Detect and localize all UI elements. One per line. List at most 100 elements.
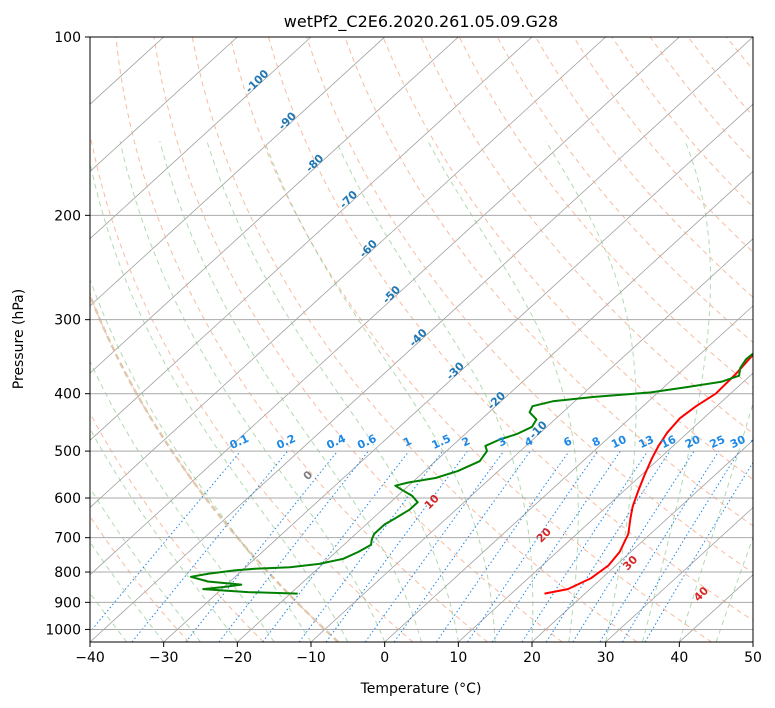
dry-adiabat-label: -70: [337, 188, 360, 211]
dry-adiabat-line: [229, 37, 712, 642]
moist-adiabat-line: [427, 141, 579, 642]
x-tick-label: 30: [597, 650, 615, 666]
dry-adiabat-line: [90, 293, 339, 642]
dry-adiabat-line: [90, 412, 264, 642]
mixing-ratio-line: [90, 450, 242, 633]
x-tick-label: −20: [223, 650, 253, 666]
mixing-ratio-line: [467, 450, 599, 642]
mixing-ratio-label: 0.2: [275, 432, 298, 452]
x-tick-label: 50: [744, 650, 762, 666]
moist-adiabat-label: 20: [534, 525, 554, 545]
isotherm-line: [605, 507, 753, 642]
moist-adiabat-line: [90, 487, 201, 642]
y-tick-label: 800: [54, 565, 81, 581]
dry-adiabat-line: [458, 37, 753, 389]
x-tick-label: −30: [149, 650, 179, 666]
x-axis-ticks: −40 −30 −20 −10 0 10 20 30 40 50: [75, 642, 762, 666]
dry-adiabat-label: -40: [407, 326, 430, 349]
dry-adiabat-line: [687, 37, 753, 117]
dry-adiabat-line: [153, 37, 563, 642]
y-tick-label: 900: [54, 595, 81, 611]
moist-adiabat-line: [678, 401, 753, 642]
dry-adiabat-line: [90, 515, 190, 642]
moist-adiabat-label: 30: [620, 553, 640, 573]
isotherm-line: [163, 103, 753, 642]
dry-adiabat-line: [268, 37, 753, 622]
skewed-isotherms: [90, 37, 753, 642]
isotherm-line: [237, 170, 753, 642]
mixing-ratio-label: 1: [401, 434, 413, 449]
mixing-ratio-line: [435, 450, 570, 642]
mixing-ratio-line: [572, 450, 695, 642]
dry-adiabat-line: [726, 37, 753, 71]
mixing-ratio-line: [185, 450, 338, 642]
y-axis-ticks: 100 200 300 400 500 600 700 800 900 1000: [45, 30, 90, 638]
x-tick-label: 20: [523, 650, 541, 666]
y-tick-label: 700: [54, 531, 81, 547]
y-tick-label: 400: [54, 387, 81, 403]
mixing-ratio-line: [218, 450, 369, 642]
x-tick-label: 10: [449, 650, 467, 666]
isotherm-line: [458, 372, 753, 642]
isotherm-line: [752, 641, 753, 642]
moist-adiabat-label: 10: [422, 492, 442, 512]
mixing-ratio-lines: [90, 450, 753, 642]
mixing-ratio-line: [491, 450, 621, 642]
x-tick-label: 0: [380, 650, 389, 666]
mixing-ratio-label: 6: [561, 434, 574, 449]
mixing-ratio-label: 30: [728, 433, 748, 451]
dry-adiabat-line: [573, 37, 753, 253]
moist-adiabat-line: [715, 535, 753, 642]
dry-adiabat-label: -50: [380, 283, 403, 306]
y-tick-label: 300: [54, 313, 81, 329]
dry-adiabat-label: -80: [303, 151, 326, 174]
dry-adiabat-line: [191, 37, 638, 642]
isotherm-line: [531, 439, 753, 642]
dry-adiabat-label: -60: [357, 237, 380, 260]
mixing-ratio-line: [393, 450, 531, 642]
dry-adiabat-line: [535, 37, 753, 298]
y-tick-label: 100: [54, 30, 81, 46]
isotherm-line: [90, 37, 312, 240]
moist-adiabat-label: 40: [691, 584, 711, 604]
dry-adiabat-label: -20: [485, 389, 508, 412]
dry-adiabat-line: [765, 37, 775, 642]
sounding-series: [189, 352, 753, 595]
x-tick-label: 40: [670, 650, 688, 666]
mixing-ratio-line: [364, 450, 505, 642]
isotherm-line: [90, 37, 459, 374]
y-tick-label: 600: [54, 491, 81, 507]
isotherm-line: [90, 37, 533, 441]
mixing-ratio-label: 10: [609, 433, 629, 451]
isotherm-line: [384, 305, 753, 642]
dry-adiabat-line: [344, 37, 753, 527]
mixing-ratio-label: 0.4: [325, 432, 348, 452]
mixing-ratio-line: [325, 450, 468, 642]
plot-frame: [89, 36, 754, 643]
dry-adiabat-line: [90, 131, 414, 642]
dry-adiabat-line: [306, 37, 753, 574]
mixing-ratio-label: 25: [708, 433, 727, 451]
mixing-ratio-label: 16: [659, 433, 679, 451]
moist-adiabat-line: [90, 427, 238, 642]
moist-adiabat-line: [90, 541, 165, 642]
dewpoint-profile-line: [189, 352, 753, 595]
dry-adiabat-line: [649, 37, 753, 163]
mixing-ratio-line: [599, 450, 720, 642]
isotherm-line: [90, 37, 238, 172]
dry-adiabat-line: [611, 37, 753, 208]
y-tick-label: 1000: [45, 622, 81, 638]
mixing-ratio-label: 0.1: [228, 432, 251, 452]
moist-adiabat-line: [90, 278, 312, 642]
mixing-ratio-line: [131, 450, 288, 642]
isotherm-line: [310, 238, 753, 642]
dry-adiabat-line: [496, 37, 753, 344]
mixing-ratio-line: [545, 450, 671, 642]
mixing-ratio-line: [621, 450, 740, 642]
mixing-ratio-line: [521, 450, 649, 642]
mixing-ratio-line: [644, 461, 753, 642]
y-tick-label: 500: [54, 444, 81, 460]
moist-adiabat-line: [752, 640, 753, 642]
mixing-ratio-label: 20: [683, 433, 703, 451]
